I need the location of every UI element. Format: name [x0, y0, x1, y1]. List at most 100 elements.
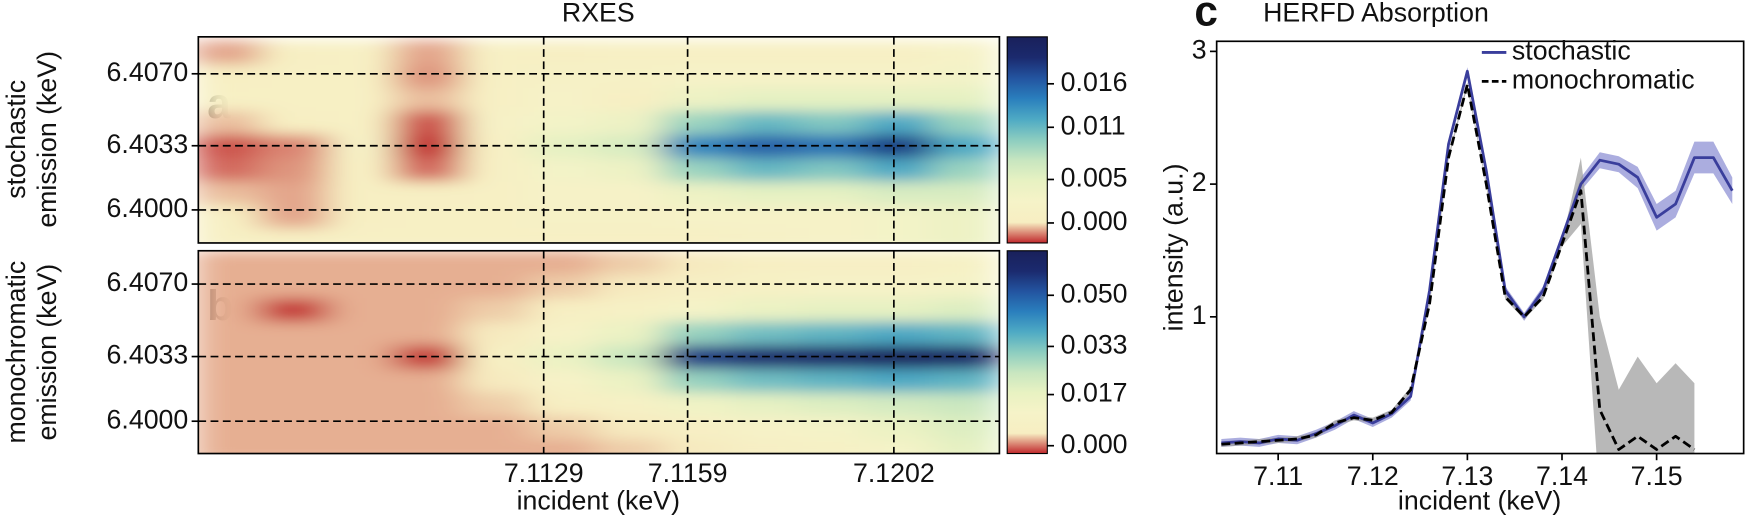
- plot-frame: [197, 36, 1001, 244]
- heatmap-cell: [394, 391, 463, 416]
- colorbar-tick-label: 0.000: [1061, 429, 1128, 459]
- heatmap-cell: [931, 250, 1000, 275]
- heatmap-cell: [260, 250, 329, 275]
- heatmap-cell: [931, 110, 1000, 135]
- heatmap-cell: [797, 320, 866, 346]
- heatmap-cell: [730, 86, 799, 112]
- y-axis-label: emission (keV): [32, 264, 62, 441]
- heatmap-cell: [394, 63, 463, 88]
- y-axis-label: intensity (a.u.): [1158, 164, 1188, 332]
- heatmap-cell: [327, 438, 396, 454]
- plot-area: [1221, 67, 1734, 454]
- heatmap-cell: [797, 226, 866, 243]
- heatmap-cell: [327, 40, 396, 65]
- heatmap-cell: [327, 180, 396, 205]
- heatmap-cell: [864, 63, 933, 88]
- y-tick-label: 6.4033: [107, 340, 189, 370]
- heatmap-cell: [198, 203, 262, 228]
- heatmap-cell: [461, 438, 530, 454]
- heatmap-cell: [595, 414, 665, 440]
- heatmap-cell: [931, 203, 1000, 228]
- heatmap-cell: [260, 133, 329, 158]
- heatmap-cell: [198, 297, 262, 322]
- heatmap-cell: [198, 226, 262, 243]
- heatmap-cell: [663, 156, 732, 182]
- heatmap-cell: [198, 156, 262, 182]
- heatmap-cell: [864, 297, 933, 322]
- y-tick-label: 3: [1192, 34, 1207, 64]
- colorbar: [1006, 250, 1048, 455]
- heatmap-cell: [394, 86, 463, 112]
- heatmap-cell: [198, 391, 262, 416]
- heatmap-cell: [797, 86, 866, 112]
- heatmap-cell: [394, 414, 463, 440]
- heatmap-cell: [528, 367, 598, 393]
- heatmap-cell: [663, 203, 732, 228]
- heatmap-cell: [260, 156, 329, 182]
- x-tick-label: 7.13: [1441, 461, 1493, 491]
- heatmap-cell: [595, 320, 665, 346]
- heatmap-cell: [528, 250, 598, 275]
- heatmap-cell: [327, 273, 396, 299]
- heatmap-cell: [797, 180, 866, 205]
- y-tick-label: 6.4070: [107, 57, 189, 87]
- y-tick-label: 6.4033: [107, 129, 189, 159]
- heatmap-cell: [931, 273, 1000, 299]
- heatmap-cell: [461, 203, 530, 228]
- heatmap-cell: [327, 86, 396, 112]
- heatmap-cell: [260, 367, 329, 393]
- heatmap-cell: [260, 63, 329, 88]
- x-axis-label: incident (keV): [1398, 486, 1561, 516]
- heatmap-cell: [730, 226, 799, 243]
- heatmap-cell: [797, 40, 866, 65]
- heatmap-cell: [394, 133, 463, 158]
- y-tick-label: 2: [1192, 167, 1207, 197]
- heatmap-cell: [797, 273, 866, 299]
- heatmap-cell: [797, 110, 866, 135]
- heatmap-cell: [198, 86, 262, 112]
- heatmap-cell: [663, 40, 732, 65]
- x-axis-label: incident (keV): [517, 486, 680, 516]
- heatmap-cell: [461, 40, 530, 65]
- heatmap-cell: [663, 180, 732, 205]
- heatmap-cell: [394, 297, 463, 322]
- heatmap-cell: [595, 203, 665, 228]
- heatmap-cell: [528, 414, 598, 440]
- heatmap-cell: [528, 133, 598, 158]
- heatmap-cell: [864, 40, 933, 65]
- heatmap-cell: [797, 367, 866, 393]
- x-tick-label: 7.14: [1536, 461, 1588, 491]
- heatmap-cell: [198, 367, 262, 393]
- heatmap-cell: [461, 110, 530, 135]
- heatmap-cell: [260, 391, 329, 416]
- heatmap-cell: [663, 63, 732, 88]
- heatmap-cell: [864, 414, 933, 440]
- heatmap-cell: [797, 438, 866, 454]
- heatmap-cell: [198, 40, 262, 65]
- heatmap-cell: [260, 438, 329, 454]
- colorbar-tick-label: 0.017: [1061, 378, 1128, 408]
- plot-frame: [197, 249, 1001, 455]
- heatmap-cell: [931, 86, 1000, 112]
- heatmap-cell: [394, 250, 463, 275]
- heatmap-cell: [663, 273, 732, 299]
- heatmap-cell: [663, 110, 732, 135]
- heatmap-cell: [461, 391, 530, 416]
- x-tick-label: 7.1159: [648, 458, 728, 488]
- heatmap-cell: [327, 320, 396, 346]
- heatmap-cell: [260, 297, 329, 322]
- heatmap-cell: [595, 297, 665, 322]
- heatmap-cell: [327, 367, 396, 393]
- x-tick-label: 7.12: [1347, 461, 1399, 491]
- heatmap-cell: [394, 156, 463, 182]
- heatmap-cell: [931, 297, 1000, 322]
- heatmap-cell: [260, 414, 329, 440]
- legend-label: stochastic: [1512, 36, 1631, 66]
- heatmap-cell: [730, 40, 799, 65]
- x-tick-label: 7.15: [1631, 461, 1683, 491]
- heatmap-cell: [394, 344, 463, 369]
- colorbar-tick-label: 0.016: [1061, 67, 1128, 97]
- panel-label: c: [1194, 0, 1218, 35]
- heatmap-cell: [198, 63, 262, 88]
